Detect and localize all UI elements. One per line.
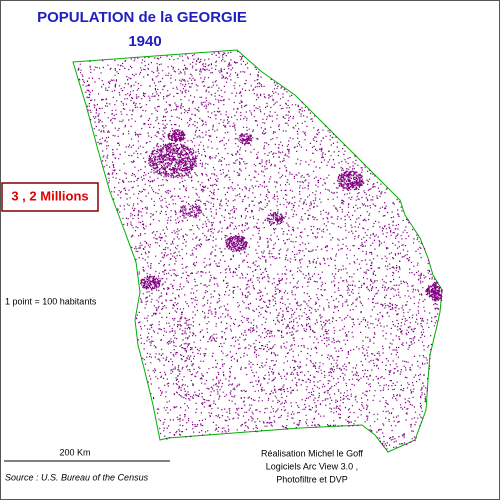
- credit-line: Réalisation Michel le Goff: [261, 448, 363, 458]
- source: Source : U.S. Bureau of the Census: [5, 472, 149, 482]
- title: POPULATION de la GEORGIE: [37, 9, 247, 26]
- total: 3 , 2 Millions: [11, 188, 88, 203]
- year: 1940: [128, 33, 161, 50]
- state-outline: [72, 49, 443, 453]
- credit-line: Photofiltre et DVP: [276, 474, 348, 484]
- scale-label: 200 Km: [59, 447, 90, 457]
- total-box: [1, 182, 99, 212]
- legend: 1 point = 100 habitants: [5, 296, 97, 306]
- credit-line: Logiciels Arc View 3.0 ,: [266, 461, 358, 471]
- dots: [77, 50, 443, 450]
- population-dots: [77, 50, 443, 450]
